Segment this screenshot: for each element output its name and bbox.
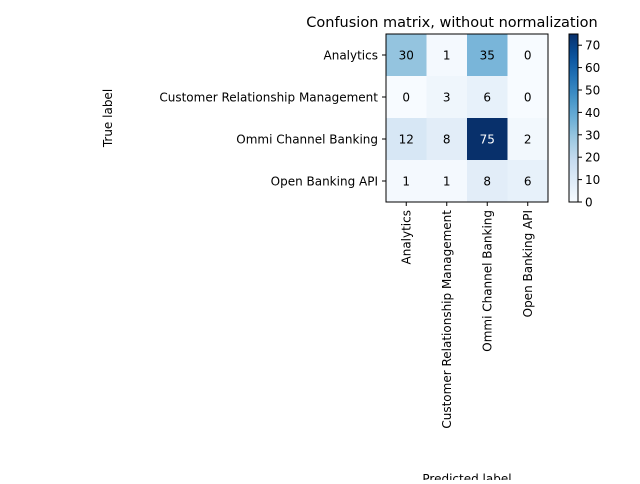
x-tick-label: Open Banking API — [521, 210, 535, 317]
heatmap-cell — [386, 160, 427, 203]
colorbar-tick-label: 50 — [585, 84, 600, 98]
heatmap-cell — [467, 118, 508, 161]
heatmap-cell — [386, 34, 427, 77]
cell-value: 0 — [524, 49, 532, 63]
cell-value: 0 — [402, 91, 410, 105]
heatmap-cell — [386, 118, 427, 161]
y-tick-label: Open Banking API — [271, 175, 378, 189]
cell-value: 1 — [443, 49, 451, 63]
cell-value: 8 — [483, 175, 491, 189]
cell-value: 8 — [443, 133, 451, 147]
colorbar-tick-label: 10 — [585, 173, 600, 187]
heatmap-cell — [507, 34, 549, 77]
y-tick-label: Ommi Channel Banking — [236, 133, 378, 147]
cell-value: 12 — [399, 133, 414, 147]
x-tick-label: Customer Relationship Management — [440, 210, 454, 429]
colorbar-tick-label: 20 — [585, 151, 600, 165]
cell-value: 35 — [480, 49, 495, 63]
y-tick-label: Customer Relationship Management — [159, 91, 378, 105]
y-axis: Analytics Customer Relationship Managemen… — [159, 49, 386, 189]
heatmap-cell — [426, 76, 468, 119]
x-axis: Analytics Customer Relationship Managemen… — [399, 202, 535, 429]
cell-value: 2 — [524, 133, 532, 147]
plot-frame — [385, 33, 549, 203]
heatmap-cell — [426, 34, 468, 77]
colorbar-tick-label: 0 — [585, 196, 593, 210]
cell-value: 75 — [480, 133, 495, 147]
heatmap-cell — [507, 118, 549, 161]
heatmap-cells — [386, 34, 549, 203]
cell-value: 6 — [483, 91, 491, 105]
colorbar-tick-label: 70 — [585, 39, 600, 53]
heatmap-cell — [467, 34, 508, 77]
cell-value-labels: 30 1 35 0 0 3 6 0 12 8 75 2 1 1 8 6 — [399, 49, 532, 189]
heatmap-cell — [467, 76, 508, 119]
chart-title: Confusion matrix, without normalization — [306, 15, 597, 31]
cell-value: 0 — [524, 91, 532, 105]
heatmap-cell — [507, 76, 549, 119]
x-tick-label: Ommi Channel Banking — [480, 210, 494, 352]
colorbar-tick-label: 60 — [585, 61, 600, 75]
cell-value: 30 — [399, 49, 414, 63]
cell-value: 1 — [443, 175, 451, 189]
heatmap-cell — [467, 160, 508, 203]
heatmap-cell — [386, 76, 427, 119]
heatmap-cell — [426, 118, 468, 161]
colorbar-tick-label: 40 — [585, 106, 600, 120]
x-axis-label: Predicted label — [422, 472, 511, 480]
y-tick-label: Analytics — [324, 49, 379, 63]
heatmap-cell — [426, 160, 468, 203]
cell-value: 1 — [402, 175, 410, 189]
colorbar-tick-label: 30 — [585, 128, 600, 142]
heatmap-cell — [507, 160, 549, 203]
x-tick-label: Analytics — [399, 210, 413, 265]
y-axis-label: True label — [101, 89, 115, 148]
cell-value: 3 — [443, 91, 451, 105]
colorbar: 0 10 20 30 40 50 60 70 — [568, 33, 600, 210]
cell-value: 6 — [524, 175, 532, 189]
colorbar-gradient — [568, 33, 579, 203]
